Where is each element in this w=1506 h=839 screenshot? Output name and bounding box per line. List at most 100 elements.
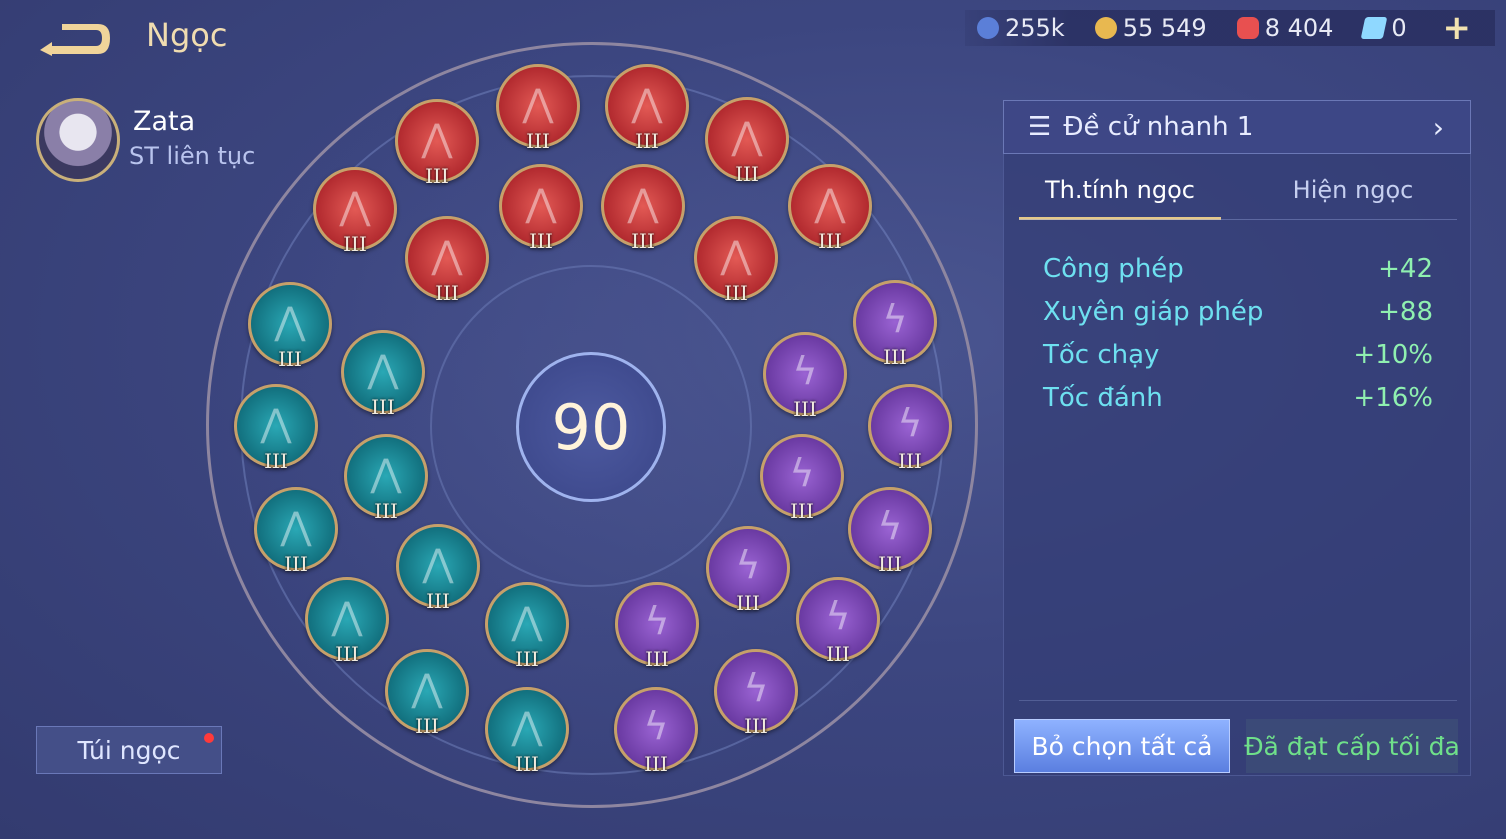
lightning-gem-icon: ϟ: [877, 504, 903, 548]
gem-emblem-icon: ⋀: [631, 81, 663, 125]
lightning-gem-icon: ϟ: [743, 666, 769, 710]
gem-level: III: [371, 395, 395, 419]
gem-emblem-icon: ⋀: [431, 233, 463, 277]
gem-emblem-icon: ⋀: [720, 233, 752, 277]
gem-slot-teal[interactable]: ⋀ III: [485, 687, 569, 776]
gem-slot-purple[interactable]: ϟ III: [714, 649, 798, 738]
gem-slot-red[interactable]: ⋀ III: [395, 99, 479, 188]
gem-slot-purple[interactable]: ϟ III: [848, 487, 932, 576]
gem-slot-purple[interactable]: ϟ III: [706, 526, 790, 615]
gem-slot-red[interactable]: ⋀ III: [705, 97, 789, 186]
gem-emblem-icon: ⋀: [814, 181, 846, 225]
gem-level: III: [515, 647, 539, 671]
gem-level: III: [335, 642, 359, 666]
gem-slot-teal[interactable]: ⋀ III: [341, 330, 425, 419]
gem-slot-red[interactable]: ⋀ III: [405, 216, 489, 305]
currency-card: 0: [1361, 14, 1407, 42]
stat-row: Xuyên giáp phép +88: [1043, 297, 1433, 327]
gem-level: III: [374, 499, 398, 523]
gem-emblem-icon: ⋀: [511, 704, 543, 748]
gem-slot-purple[interactable]: ϟ III: [796, 577, 880, 666]
gem-emblem-icon: ⋀: [511, 599, 543, 643]
lightning-gem-icon: ϟ: [735, 543, 761, 587]
currency-silver: 255k: [977, 14, 1065, 42]
gem-slot-teal[interactable]: ⋀ III: [396, 524, 480, 613]
gem-level: III: [735, 162, 759, 186]
page-title: Ngọc: [146, 16, 228, 54]
gem-emblem-icon: ⋀: [339, 184, 371, 228]
avatar: [36, 98, 120, 182]
gem-emblem-icon: ⋀: [260, 401, 292, 445]
tab-gem-stats[interactable]: Th.tính ngọc: [1019, 176, 1221, 220]
notification-dot: [204, 733, 214, 743]
stat-row: Công phép +42: [1043, 254, 1433, 284]
currency-bar: 255k 55 549 8 404 0 +: [965, 8, 1495, 48]
gem-slot-purple[interactable]: ϟ III: [763, 332, 847, 421]
gem-slot-purple[interactable]: ϟ III: [760, 434, 844, 523]
gem-slot-red[interactable]: ⋀ III: [601, 164, 685, 253]
gem-level: III: [645, 647, 669, 671]
gem-slot-purple[interactable]: ϟ III: [868, 384, 952, 473]
gem-level: III: [631, 229, 655, 253]
stat-row: Tốc đánh +16%: [1043, 383, 1433, 413]
gem-stats-panel: [1003, 100, 1471, 776]
gem-level: III: [793, 397, 817, 421]
gem-slot-teal[interactable]: ⋀ III: [305, 577, 389, 666]
gem-emblem-icon: ⋀: [331, 594, 363, 638]
gem-slot-red[interactable]: ⋀ III: [499, 164, 583, 253]
max-level-status: Đã đạt cấp tối đa: [1244, 719, 1460, 773]
preset-label: Đề cử nhanh 1: [1063, 112, 1254, 142]
gem-bag-button[interactable]: Túi ngọc: [36, 726, 222, 774]
currency-gold: 55 549: [1094, 14, 1207, 42]
divider: [1019, 219, 1457, 220]
gem-slot-teal[interactable]: ⋀ III: [248, 282, 332, 371]
add-currency-button[interactable]: +: [1442, 8, 1472, 48]
divider: [1019, 700, 1457, 701]
gem-level: III: [278, 347, 302, 371]
gem-slot-red[interactable]: ⋀ III: [313, 167, 397, 256]
lightning-gem-icon: ϟ: [792, 349, 818, 393]
gem-slot-red[interactable]: ⋀ III: [694, 216, 778, 305]
hero-name: Zata: [133, 106, 196, 137]
silver-coin-icon: [977, 17, 999, 39]
gem-level: III: [736, 591, 760, 615]
gem-level: III: [435, 281, 459, 305]
gem-slot-teal[interactable]: ⋀ III: [234, 384, 318, 473]
gem-level-total: 90: [516, 352, 666, 502]
card-icon: [1361, 17, 1388, 39]
gem-slot-red[interactable]: ⋀ III: [788, 164, 872, 253]
gem-emblem-icon: ⋀: [421, 116, 453, 160]
gold-coin-icon: [1094, 17, 1117, 39]
gem-slot-purple[interactable]: ϟ III: [614, 687, 698, 776]
gem-emblem-icon: ⋀: [731, 114, 763, 158]
gem-emblem-icon: ⋀: [274, 299, 306, 343]
gem-slot-teal[interactable]: ⋀ III: [485, 582, 569, 671]
gem-level: III: [264, 449, 288, 473]
gem-level: III: [526, 129, 550, 153]
gem-emblem-icon: ⋀: [627, 181, 659, 225]
gem-slot-purple[interactable]: ϟ III: [615, 582, 699, 671]
gem-emblem-icon: ⋀: [422, 541, 454, 585]
gem-level: III: [744, 714, 768, 738]
gem-slot-red[interactable]: ⋀ III: [496, 64, 580, 153]
lightning-gem-icon: ϟ: [882, 297, 908, 341]
gem-slot-teal[interactable]: ⋀ III: [344, 434, 428, 523]
gem-slot-purple[interactable]: ϟ III: [853, 280, 937, 369]
gem-slot-red[interactable]: ⋀ III: [605, 64, 689, 153]
gem-level: III: [425, 164, 449, 188]
gem-level: III: [790, 499, 814, 523]
preset-selector[interactable]: ☰ Đề cử nhanh 1 ›: [1003, 100, 1471, 154]
gem-level: III: [426, 589, 450, 613]
stat-row: Tốc chạy +10%: [1043, 340, 1433, 370]
deselect-all-button[interactable]: Bỏ chọn tất cả: [1014, 719, 1230, 773]
gem-level: III: [878, 552, 902, 576]
gem-level: III: [724, 281, 748, 305]
gem-level: III: [415, 714, 439, 738]
back-arrow-icon[interactable]: [38, 20, 110, 56]
gem-slot-teal[interactable]: ⋀ III: [254, 487, 338, 576]
tab-show-gems[interactable]: Hiện ngọc: [1292, 176, 1414, 204]
list-icon: ☰: [1028, 112, 1052, 142]
gem-slot-teal[interactable]: ⋀ III: [385, 649, 469, 738]
gem-level: III: [644, 752, 668, 776]
gem-emblem-icon: ⋀: [280, 504, 312, 548]
